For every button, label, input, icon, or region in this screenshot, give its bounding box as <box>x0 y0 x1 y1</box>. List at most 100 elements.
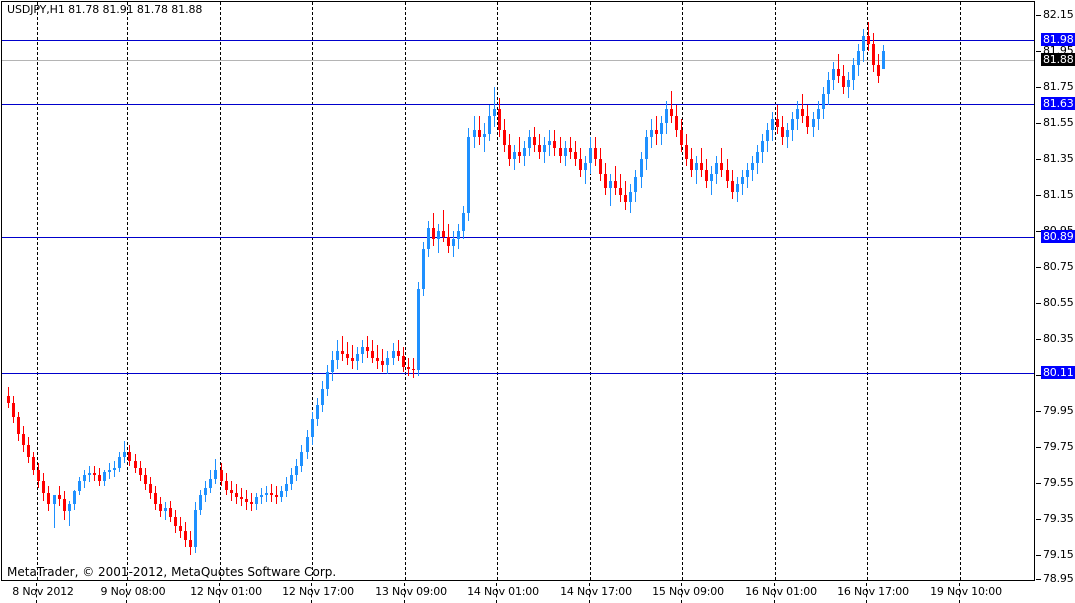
candle-body-bull <box>118 457 121 468</box>
time-gridline-tick <box>866 583 867 603</box>
horizontal-level-line[interactable] <box>2 373 1034 374</box>
candle-body-bull <box>660 123 663 134</box>
candle-body-bull <box>290 475 293 485</box>
candle-body-bear <box>407 366 410 369</box>
candle-body-bear <box>690 159 693 170</box>
candle-body-bear <box>366 346 369 351</box>
candle-wick <box>342 336 343 362</box>
time-axis-label: 13 Nov 09:00 <box>375 585 447 598</box>
candle-body-bear <box>270 493 273 496</box>
vertical-gridline <box>220 2 221 580</box>
candle-body-bull <box>356 354 359 362</box>
candle-body-bear <box>381 361 384 366</box>
price-tick-label: 79.75 <box>1043 440 1074 453</box>
candle-body-bull <box>108 469 111 472</box>
candle-body-bear <box>442 231 445 237</box>
candle-body-bear <box>230 489 233 494</box>
time-gridline-tick <box>681 583 682 603</box>
price-scale[interactable]: 82.1581.9581.7581.5581.3581.1580.9580.75… <box>1036 1 1075 584</box>
candle-body-bear <box>225 480 228 490</box>
price-tick <box>1036 339 1041 340</box>
horizontal-level-line[interactable] <box>2 40 1034 41</box>
horizontal-level-line[interactable] <box>2 104 1034 105</box>
candle-wick <box>615 166 616 196</box>
candle-body-bear <box>518 151 521 156</box>
candle-body-bull <box>488 115 491 134</box>
candle-body-bear <box>7 395 10 403</box>
vertical-gridline <box>682 2 683 580</box>
candle-wick <box>701 148 702 178</box>
candle-body-bear <box>174 516 177 526</box>
current-price-label[interactable]: 81.88 <box>1041 53 1075 66</box>
candle-body-bull <box>331 359 334 373</box>
price-tick-label: 79.95 <box>1043 404 1074 417</box>
price-tick-label: 79.55 <box>1043 476 1074 489</box>
candle-body-bear <box>376 357 379 362</box>
time-scale[interactable]: 8 Nov 2012 9 Nov 08:00 12 Nov 01:00 12 Nov … <box>0 583 1075 603</box>
candlestick-series <box>2 2 1034 580</box>
time-gridline-tick <box>126 583 127 603</box>
price-tick <box>1036 123 1041 124</box>
candle-body-bear <box>144 475 147 485</box>
candle-body-bear <box>705 169 708 181</box>
price-tick-label: 81.15 <box>1043 188 1074 201</box>
candle-body-bear <box>12 402 15 418</box>
candle-body-bear <box>275 495 278 497</box>
candle-body-bull <box>462 213 465 232</box>
candle-body-bear <box>877 65 880 77</box>
candle-body-bear <box>599 159 602 174</box>
vertical-gridline <box>312 2 313 580</box>
price-tick-label: 81.55 <box>1043 116 1074 129</box>
candle-body-bull <box>123 451 126 458</box>
candle-body-bull <box>361 346 364 355</box>
candle-body-bear <box>245 498 248 503</box>
candle-body-bull <box>437 231 440 239</box>
level-price-label[interactable]: 80.11 <box>1041 366 1075 379</box>
chart-plot-area[interactable]: USDJPY,H1 81.78 81.91 81.78 81.88 MetaTr… <box>1 1 1035 581</box>
candle-body-bull <box>473 130 476 138</box>
level-price-label[interactable]: 80.89 <box>1041 230 1075 243</box>
time-axis-label: 19 Nov 10:00 <box>930 585 1002 598</box>
candle-body-bull <box>817 108 820 120</box>
candle-body-bear <box>37 469 40 481</box>
candle-body-bull <box>710 173 713 181</box>
candle-body-bull <box>882 50 885 69</box>
last-price-line[interactable] <box>2 60 1034 61</box>
candle-body-bear <box>63 498 66 512</box>
candle-body-bear <box>27 444 30 458</box>
price-tick <box>1036 375 1041 376</box>
time-gridline-tick <box>959 583 960 603</box>
price-tick <box>1036 555 1041 556</box>
candle-body-bull <box>584 162 587 170</box>
candle-body-bear <box>675 115 678 131</box>
candle-body-bull <box>796 108 799 120</box>
candle-wick <box>347 341 348 366</box>
candle-body-bull <box>209 478 212 488</box>
candle-body-bull <box>321 388 324 405</box>
candle-wick <box>671 90 672 123</box>
candle-body-bear <box>179 525 182 532</box>
candle-body-bull <box>194 509 197 548</box>
candle-body-bull <box>822 94 825 109</box>
candle-body-bear <box>447 236 450 246</box>
horizontal-level-line[interactable] <box>2 237 1034 238</box>
candle-body-bear <box>47 493 50 505</box>
level-price-label[interactable]: 81.63 <box>1041 97 1075 110</box>
candle-body-bull <box>665 108 668 123</box>
chart-header-ohlc: USDJPY,H1 81.78 81.91 81.78 81.88 <box>7 3 203 16</box>
level-price-label[interactable]: 81.98 <box>1041 33 1075 46</box>
candle-wick <box>124 440 125 463</box>
candle-body-bear <box>139 468 142 476</box>
candle-body-bull <box>316 404 319 420</box>
candle-wick <box>352 345 353 369</box>
time-gridline-tick <box>774 583 775 603</box>
time-gridline-tick <box>496 583 497 603</box>
candle-body-bull <box>417 289 420 371</box>
candle-wick <box>610 173 611 207</box>
candle-body-bear <box>250 502 253 505</box>
candle-body-bull <box>73 491 76 505</box>
candle-body-bull <box>791 119 794 131</box>
time-gridline-tick <box>36 583 37 603</box>
candle-body-bear <box>842 76 845 87</box>
